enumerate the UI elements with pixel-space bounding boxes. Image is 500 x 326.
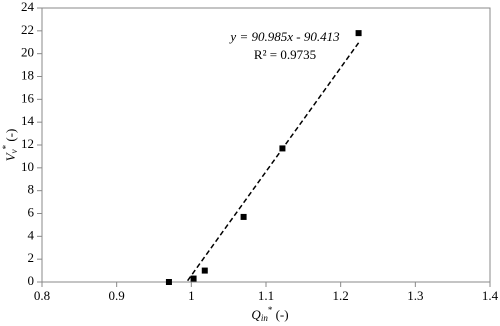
y-tick-label: 2	[28, 250, 35, 265]
y-tick-label: 8	[28, 182, 35, 197]
x-tick-label: 0.9	[109, 288, 125, 303]
trendline-group	[185, 42, 360, 282]
point	[279, 145, 286, 152]
y-tick-label: 18	[21, 67, 34, 82]
r-squared: R² = 0.9735	[254, 47, 316, 62]
point	[190, 275, 197, 282]
x-label-sup: *	[268, 305, 273, 315]
point	[240, 213, 247, 220]
x-tick-label: 1.1	[258, 288, 274, 303]
point	[165, 279, 172, 285]
y-tick-label: 22	[21, 22, 34, 37]
point	[201, 267, 208, 274]
equation: y = 90.985x - 90.413	[228, 29, 340, 44]
y-label-rest: (-)	[3, 129, 18, 145]
y-label-main: V	[3, 151, 18, 161]
x-label-main: Q	[251, 307, 261, 322]
x-tick-label: 1.2	[333, 288, 349, 303]
y-axis-label: Vv* (-)	[1, 129, 19, 162]
y-tick-label: 24	[21, 0, 35, 14]
y-tick-label: 16	[21, 90, 35, 105]
x-tick-label: 0.8	[34, 288, 50, 303]
x-label-sub: in	[261, 313, 269, 323]
y-tick-label: 12	[21, 136, 34, 151]
trendline	[185, 42, 360, 282]
point	[355, 30, 362, 37]
y-label-sup: *	[1, 144, 11, 149]
y-tick-label: 0	[28, 273, 35, 288]
y-tick-label: 6	[28, 204, 35, 219]
y-label-sub: v	[9, 149, 19, 153]
y-tick-label: 20	[21, 45, 34, 60]
y-tick-label: 4	[28, 227, 35, 242]
y-tick-label: 14	[21, 113, 35, 128]
x-label-rest: (-)	[272, 307, 288, 322]
x-tick-label: 1.4	[482, 288, 499, 303]
x-tick-label: 1	[188, 288, 195, 303]
y-tick-label: 10	[21, 159, 34, 174]
x-axis-label: Qin* (-)	[251, 305, 288, 323]
x-tick-label: 1.3	[407, 288, 423, 303]
